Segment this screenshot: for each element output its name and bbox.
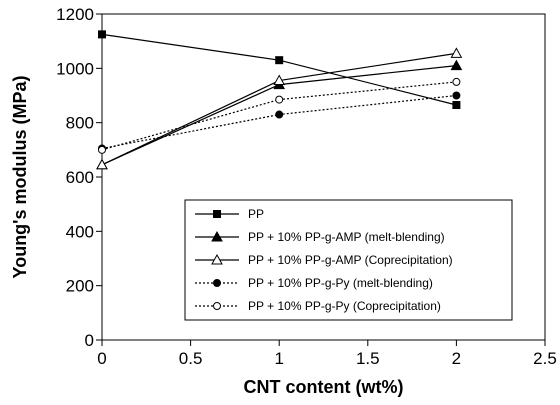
legend-label: PP + 10% PP-g-Py (melt-blending) — [248, 276, 433, 290]
data-point — [273, 74, 286, 86]
data-point — [275, 56, 284, 65]
legend-marker — [211, 253, 223, 265]
series-pp — [98, 30, 461, 110]
series-line — [101, 33, 457, 106]
legend-item: PP + 10% PP-g-Py (Coprecipitation) — [195, 299, 441, 313]
series-line — [101, 52, 457, 166]
data-point — [452, 91, 461, 100]
y-tick-label: 1200 — [56, 5, 94, 24]
series-layer — [96, 30, 463, 170]
y-tick-label: 1000 — [56, 59, 94, 78]
legend-marker — [213, 279, 221, 287]
legend: PP PP + 10% PP-g-AMP (melt-blending) PP + … — [184, 199, 513, 321]
legend-label: PP + 10% PP-g-AMP (melt-blending) — [248, 230, 445, 244]
legend-marker — [213, 302, 221, 310]
x-tick-label: 2.5 — [533, 349, 557, 368]
legend-item: PP + 10% PP-g-AMP (Coprecipitation) — [195, 253, 453, 267]
series-pp-10-pp-g-amp-coprecipitation — [96, 47, 463, 170]
x-tick-label: 1 — [274, 349, 283, 368]
y-tick-label: 0 — [85, 331, 94, 350]
data-point — [275, 95, 284, 104]
y-tick-label: 200 — [66, 277, 94, 296]
x-tick-label: 0.5 — [179, 349, 203, 368]
legend-box — [184, 199, 513, 321]
legend-label: PP + 10% PP-g-AMP (Coprecipitation) — [248, 253, 453, 267]
series-pp-10-pp-g-py-coprecipitation — [98, 77, 461, 154]
y-tick-label: 400 — [66, 222, 94, 241]
data-point — [452, 77, 461, 86]
data-point — [98, 145, 106, 154]
data-point — [450, 59, 463, 71]
legend-label: PP — [248, 207, 264, 221]
y-tick-label: 600 — [66, 168, 94, 187]
y-axis-title: Young's modulus (MPa) — [10, 76, 30, 279]
x-axis-title: CNT content (wt%) — [244, 377, 404, 397]
legend-marker — [211, 230, 223, 242]
data-point — [452, 101, 461, 110]
axes: 0 200 400 600 800 1000 1200 0 0.5 1 1.5 2 2.5 — [56, 5, 557, 368]
legend-item: PP + 10% PP-g-AMP (melt-blending) — [195, 230, 445, 244]
legend-item: PP + 10% PP-g-Py (melt-blending) — [195, 276, 433, 290]
legend-marker — [213, 210, 221, 218]
x-tick-label: 1.5 — [356, 349, 380, 368]
data-point — [98, 30, 106, 39]
x-tick-label: 0 — [97, 349, 106, 368]
y-tick-label: 800 — [66, 114, 94, 133]
data-point — [96, 158, 108, 170]
data-point — [275, 110, 284, 119]
legend-item: PP — [195, 207, 264, 221]
legend-label: PP + 10% PP-g-Py (Coprecipitation) — [248, 299, 441, 313]
x-tick-label: 2 — [452, 349, 461, 368]
data-point — [450, 47, 463, 58]
